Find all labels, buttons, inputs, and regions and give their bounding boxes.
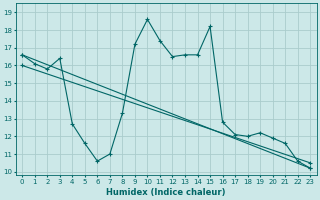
- X-axis label: Humidex (Indice chaleur): Humidex (Indice chaleur): [107, 188, 226, 197]
